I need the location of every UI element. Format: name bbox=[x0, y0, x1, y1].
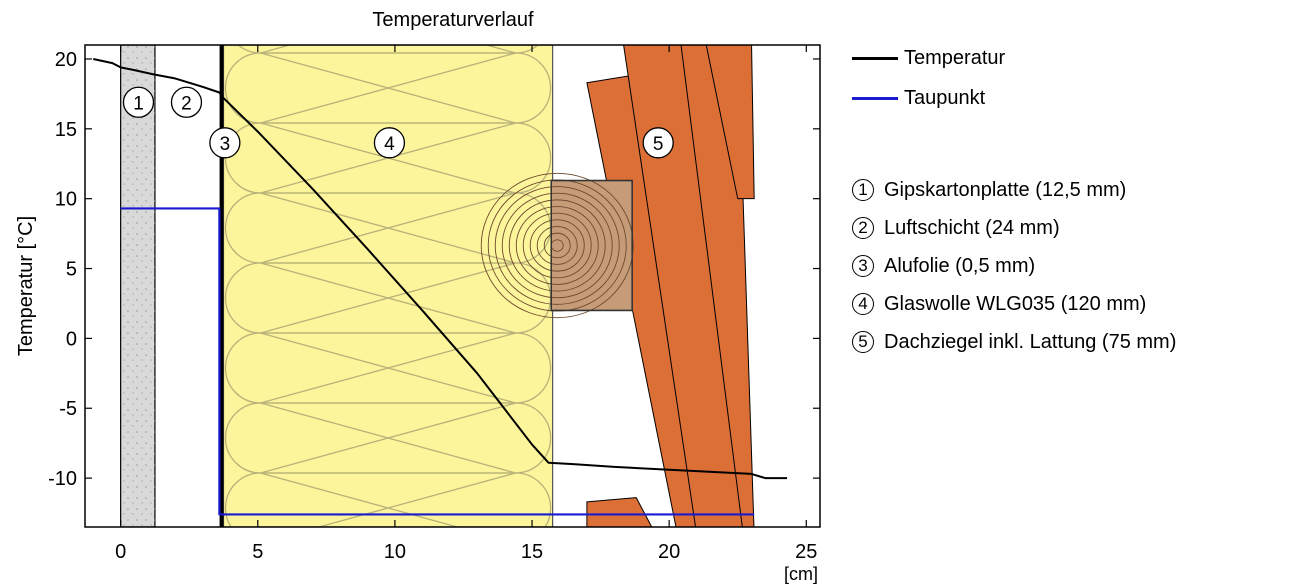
plot-frame bbox=[84, 44, 821, 528]
layer-marker-number: 2 bbox=[181, 93, 192, 114]
wood-grain-ring bbox=[529, 219, 585, 272]
layer-item-1: 1 Gipskartonplatte (12,5 mm) bbox=[852, 175, 1126, 205]
layer-label-5: Dachziegel inkl. Lattung (75 mm) bbox=[884, 330, 1177, 353]
y-tick-label: 5 bbox=[66, 259, 77, 281]
legend-item-taupunkt: Taupunkt bbox=[852, 83, 985, 113]
insulation-loop bbox=[237, 45, 539, 54]
legend-label-temperatur: Temperatur bbox=[904, 46, 1006, 69]
layer-label-2: Luftschicht (24 mm) bbox=[884, 216, 1060, 239]
layer-marker-circle bbox=[642, 127, 674, 159]
layer-marker-number: 1 bbox=[133, 93, 144, 114]
layer-marker-number: 4 bbox=[384, 134, 395, 155]
x-tick-label: 15 bbox=[521, 541, 543, 563]
insulation-diagonal bbox=[260, 402, 516, 474]
layer-marker-number: 5 bbox=[653, 134, 664, 155]
x-tick-label: 0 bbox=[115, 541, 126, 563]
roof-tile bbox=[705, 45, 755, 200]
layer-item-3: 3 Alufolie (0,5 mm) bbox=[852, 251, 1035, 281]
x-tick-label: 10 bbox=[384, 541, 406, 563]
layer-marker-4: 4 bbox=[373, 127, 406, 159]
legend-swatch-taupunkt bbox=[852, 96, 898, 100]
chart-title: Temperaturverlauf bbox=[372, 9, 534, 31]
y-tick-label: 10 bbox=[55, 189, 77, 211]
x-tick-label: 25 bbox=[795, 541, 817, 563]
x-axis-unit-label: [cm] bbox=[784, 564, 818, 584]
legend-swatch-temperatur bbox=[852, 56, 898, 60]
wood-grain-ring bbox=[501, 192, 613, 299]
layer-number-4: 4 bbox=[852, 293, 874, 315]
gypsum-texture bbox=[120, 45, 155, 527]
layer-label-1: Gipskartonplatte (12,5 mm) bbox=[884, 178, 1127, 201]
wood-grain-ring bbox=[494, 186, 620, 305]
layer-marker-3: 3 bbox=[209, 127, 241, 159]
layer-label-4: Glaswolle WLG035 (120 mm) bbox=[884, 292, 1147, 315]
wood-grain-ring bbox=[515, 206, 599, 285]
insulation-diagonal bbox=[260, 52, 516, 124]
layer-marker-circle bbox=[373, 127, 406, 159]
insulation-diagonal bbox=[260, 192, 516, 264]
layer-marker-1: 1 bbox=[122, 86, 155, 118]
insulation-loop bbox=[224, 122, 552, 194]
y-tick-label: -10 bbox=[48, 468, 77, 490]
wood-grain-ring bbox=[543, 232, 571, 259]
series-line-taupunkt bbox=[120, 207, 755, 516]
roof-tile bbox=[623, 45, 754, 527]
layer-number-2: 2 bbox=[852, 217, 874, 239]
layer-number-1: 1 bbox=[852, 179, 874, 201]
layer-marker-number: 3 bbox=[220, 134, 231, 155]
layer-marker-circle bbox=[122, 86, 155, 118]
layer-marker-circle bbox=[170, 86, 203, 118]
layer-item-4: 4 Glaswolle WLG035 (120 mm) bbox=[852, 289, 1146, 319]
insulation-diagonal bbox=[316, 472, 516, 527]
layer-marker-2: 2 bbox=[170, 86, 203, 118]
y-tick-label: -5 bbox=[59, 398, 77, 420]
roof-tile bbox=[586, 497, 653, 527]
x-tick-label: 5 bbox=[252, 541, 263, 563]
insulation-layer bbox=[222, 45, 554, 527]
layer-item-5: 5 Dachziegel inkl. Lattung (75 mm) bbox=[852, 327, 1176, 357]
layer-number-5: 5 bbox=[852, 331, 874, 353]
layer-label-3: Alufolie (0,5 mm) bbox=[884, 254, 1036, 277]
y-axis-label: Temperatur [°C] bbox=[15, 216, 37, 356]
wood-grain-ring bbox=[480, 172, 634, 319]
wood-grain-ring bbox=[508, 199, 606, 292]
insulation-diagonal bbox=[260, 332, 516, 404]
y-tick-label: 15 bbox=[55, 119, 77, 141]
wood-grain-ring bbox=[522, 212, 592, 279]
wood-grain-ring bbox=[536, 226, 578, 265]
layer-item-2: 2 Luftschicht (24 mm) bbox=[852, 213, 1060, 243]
y-tick-label: 0 bbox=[66, 328, 77, 350]
x-tick-label: 20 bbox=[658, 541, 680, 563]
series-line-temperatur bbox=[93, 57, 788, 480]
legend-label-taupunkt: Taupunkt bbox=[904, 86, 986, 109]
insulation-loop bbox=[224, 472, 552, 527]
batten-outline bbox=[550, 179, 633, 312]
legend-item-temperatur: Temperatur bbox=[852, 43, 1005, 73]
layer-marker-5: 5 bbox=[642, 127, 674, 159]
batten-mask bbox=[633, 141, 653, 351]
layer-marker-circle bbox=[209, 127, 241, 159]
insulation-loop bbox=[224, 332, 552, 404]
layer-number-3: 3 bbox=[852, 255, 874, 277]
insulation-diagonal bbox=[260, 262, 516, 334]
insulation-loop bbox=[224, 402, 552, 474]
y-tick-label: 20 bbox=[55, 49, 77, 71]
